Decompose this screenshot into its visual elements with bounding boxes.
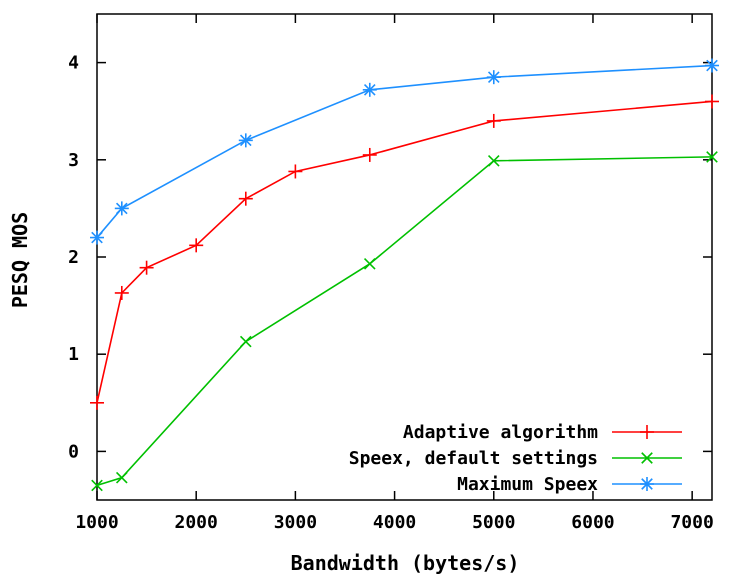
legend-label: Adaptive algorithm — [403, 422, 598, 443]
data-point — [706, 151, 718, 163]
x-tick-label: 2000 — [175, 512, 218, 533]
series-layer — [90, 58, 719, 492]
series-line — [96, 156, 713, 487]
data-point — [363, 257, 376, 270]
data-point — [189, 238, 204, 253]
x-tick-label: 6000 — [571, 512, 614, 533]
y-tick-label: 2 — [68, 247, 79, 268]
y-tick-label: 4 — [68, 53, 79, 74]
data-point — [139, 260, 154, 275]
x-tick-label: 5000 — [472, 512, 515, 533]
data-point — [90, 230, 104, 245]
legend: Adaptive algorithm Speex, default setting… — [349, 422, 682, 495]
x-axis-label: Bandwidth (bytes/s) — [291, 551, 520, 575]
data-point — [486, 113, 501, 128]
data-point — [705, 58, 719, 73]
data-point — [114, 285, 129, 300]
data-point — [91, 479, 103, 492]
data-point — [115, 471, 128, 484]
x-tick-label: 1000 — [75, 512, 118, 533]
axes: 1000 2000 3000 4000 5000 6000 7000 0 1 2 3 4 — [68, 13, 714, 533]
legend-marker — [640, 477, 654, 491]
data-point — [705, 94, 719, 109]
legend-label: Speex, default settings — [349, 448, 598, 469]
data-point — [238, 191, 253, 206]
y-tick-label: 3 — [68, 150, 79, 171]
data-point — [362, 82, 377, 97]
series-cross — [91, 151, 718, 492]
data-point — [238, 133, 253, 148]
legend-label: Maximum Speex — [457, 474, 598, 495]
series-star — [90, 58, 719, 245]
y-axis-label: PESQ MOS — [8, 212, 32, 308]
data-point — [90, 395, 104, 410]
data-point — [114, 201, 129, 216]
data-point — [362, 147, 377, 162]
series-line — [96, 100, 713, 403]
x-tick-label: 7000 — [670, 512, 713, 533]
x-tick-label: 3000 — [274, 512, 317, 533]
data-point — [486, 70, 501, 85]
data-point — [288, 164, 303, 179]
data-point — [487, 154, 500, 167]
legend-marker — [641, 452, 653, 464]
x-tick-label: 4000 — [373, 512, 416, 533]
legend-marker — [640, 425, 654, 439]
series-line — [96, 64, 713, 239]
series-plus — [90, 94, 719, 410]
y-tick-label: 1 — [68, 344, 79, 365]
y-tick-label: 0 — [68, 441, 79, 462]
data-point — [239, 335, 252, 348]
